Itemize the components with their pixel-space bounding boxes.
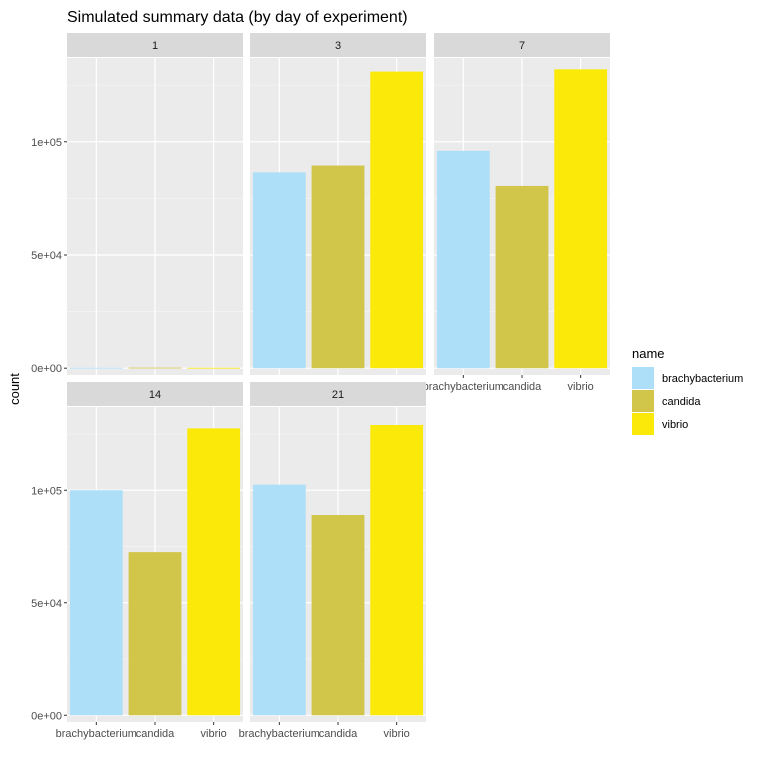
facet-strip-label: 3 bbox=[335, 40, 341, 52]
facet-strip bbox=[67, 382, 243, 406]
facet-strip-label: 14 bbox=[149, 389, 161, 401]
legend-label: candida bbox=[662, 396, 701, 408]
bar-brachybacterium bbox=[252, 484, 306, 716]
legend-key bbox=[632, 390, 654, 412]
bar-vibrio bbox=[370, 425, 424, 716]
legend-entry-vibrio: vibrio bbox=[632, 413, 688, 435]
y-tick-label: 0e+00 bbox=[31, 710, 62, 722]
facet-strip bbox=[250, 382, 426, 406]
x-tick-label: candida bbox=[503, 381, 542, 393]
bar-vibrio bbox=[187, 367, 241, 369]
bar-vibrio bbox=[370, 71, 424, 369]
bar-candida bbox=[311, 165, 365, 369]
legend-label: vibrio bbox=[662, 419, 688, 431]
bar-candida bbox=[128, 367, 182, 369]
legend-key bbox=[632, 413, 654, 435]
x-tick-label: vibrio bbox=[384, 728, 410, 740]
legend: name brachybacterium candida vibrio bbox=[632, 346, 743, 435]
facet-strip-label: 21 bbox=[332, 389, 344, 401]
y-tick-label: 1e+05 bbox=[31, 485, 62, 497]
facet-panel-3: 3 bbox=[250, 33, 426, 375]
legend-entry-brachybacterium: brachybacterium bbox=[632, 367, 743, 389]
facet-strip-label: 1 bbox=[152, 40, 158, 52]
x-tick-label: brachybacterium bbox=[423, 381, 504, 393]
legend-title: name bbox=[632, 346, 665, 361]
x-tick-label: vibrio bbox=[568, 381, 594, 393]
bar-candida bbox=[128, 552, 182, 716]
bar-brachybacterium bbox=[436, 150, 490, 369]
legend-label: brachybacterium bbox=[662, 373, 743, 385]
y-tick-label: 5e+04 bbox=[31, 598, 62, 610]
legend-key bbox=[632, 367, 654, 389]
y-tick-label: 5e+04 bbox=[31, 250, 62, 262]
bar-vibrio bbox=[187, 428, 241, 716]
x-tick-label: candida bbox=[136, 728, 175, 740]
legend-entry-candida: candida bbox=[632, 390, 701, 412]
x-tick-label: brachybacterium bbox=[239, 728, 320, 740]
chart-title: Simulated summary data (by day of experi… bbox=[67, 9, 408, 26]
bar-brachybacterium bbox=[252, 172, 306, 369]
bar-candida bbox=[495, 185, 549, 369]
x-tick-label: candida bbox=[319, 728, 358, 740]
bar-brachybacterium bbox=[69, 367, 123, 369]
x-tick-label: brachybacterium bbox=[56, 728, 137, 740]
bar-vibrio bbox=[554, 69, 608, 369]
y-axis-title: count bbox=[7, 373, 22, 405]
x-tick-label: vibrio bbox=[201, 728, 227, 740]
facet-strip bbox=[250, 33, 426, 57]
facet-strip-label: 7 bbox=[519, 40, 525, 52]
bar-brachybacterium bbox=[69, 490, 123, 716]
y-tick-label: 1e+05 bbox=[31, 137, 62, 149]
bar-candida bbox=[311, 515, 365, 716]
y-tick-label: 0e+00 bbox=[31, 363, 62, 375]
facet-panel-1: 1 0e+00 5e+04 1e+05 bbox=[31, 33, 243, 375]
facet-strip bbox=[67, 33, 243, 57]
facet-strip bbox=[434, 33, 610, 57]
